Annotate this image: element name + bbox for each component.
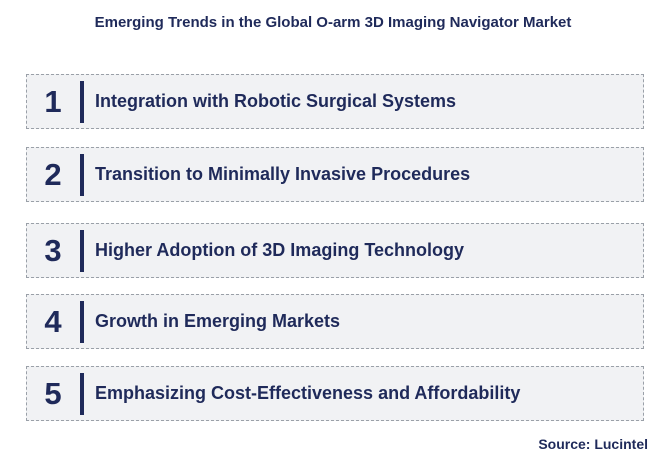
divider-bar — [80, 301, 84, 343]
trend-number: 4 — [44, 303, 62, 339]
trend-number: 5 — [44, 375, 62, 411]
trend-item-1: 1 Integration with Robotic Surgical Syst… — [26, 74, 644, 129]
trend-number: 1 — [44, 83, 62, 119]
trend-label: Integration with Robotic Surgical System… — [95, 91, 457, 111]
trend-item-4: 4 Growth in Emerging Markets — [26, 294, 644, 349]
source-note: Source: Lucintel — [538, 436, 648, 452]
trend-label: Growth in Emerging Markets — [95, 311, 341, 331]
divider-bar — [80, 230, 84, 272]
page-title: Emerging Trends in the Global O-arm 3D I… — [94, 14, 572, 31]
trend-number: 3 — [44, 232, 62, 268]
trend-item-3: 3 Higher Adoption of 3D Imaging Technolo… — [26, 223, 644, 278]
trend-label: Emphasizing Cost-Effectiveness and Affor… — [95, 383, 521, 403]
trend-item-5: 5 Emphasizing Cost-Effectiveness and Aff… — [26, 366, 644, 421]
trend-item-2: 2 Transition to Minimally Invasive Proce… — [26, 147, 644, 202]
trend-label: Higher Adoption of 3D Imaging Technology — [95, 240, 464, 260]
trend-number: 2 — [44, 156, 62, 192]
divider-bar — [80, 81, 84, 123]
divider-bar — [80, 373, 84, 415]
divider-bar — [80, 154, 84, 196]
trend-label: Transition to Minimally Invasive Procedu… — [95, 164, 471, 184]
